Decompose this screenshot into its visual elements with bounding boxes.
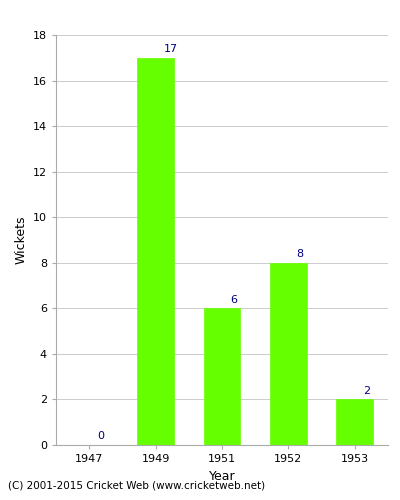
Text: 17: 17 [164, 44, 178, 54]
Bar [138, 58, 174, 445]
X-axis label: Year: Year [209, 470, 235, 482]
Text: 6: 6 [230, 295, 237, 305]
Text: 0: 0 [97, 431, 104, 441]
Bar [336, 400, 373, 445]
Text: (C) 2001-2015 Cricket Web (www.cricketweb.net): (C) 2001-2015 Cricket Web (www.cricketwe… [8, 480, 265, 490]
Text: 8: 8 [296, 250, 304, 260]
Bar [204, 308, 240, 445]
Bar [270, 263, 306, 445]
Y-axis label: Wickets: Wickets [14, 216, 27, 264]
Text: 2: 2 [363, 386, 370, 396]
